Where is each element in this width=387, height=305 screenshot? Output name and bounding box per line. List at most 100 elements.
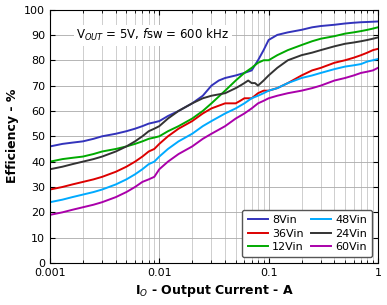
- 24Vin: [152, 127, 157, 131]
- 36Vin: [332, 61, 337, 65]
- 60Vin: [261, 99, 266, 103]
- 8Vin: [48, 145, 52, 148]
- 48Vin: [286, 81, 290, 85]
- 24Vin: [275, 66, 279, 70]
- 48Vin: [176, 139, 181, 143]
- Line: 60Vin: 60Vin: [50, 68, 378, 215]
- 24Vin: [91, 157, 96, 161]
- 12Vin: [209, 102, 214, 105]
- 24Vin: [190, 102, 195, 105]
- Y-axis label: Efficiency - %: Efficiency - %: [5, 89, 19, 184]
- 24Vin: [332, 45, 337, 48]
- 48Vin: [100, 188, 104, 191]
- 24Vin: [100, 155, 104, 158]
- 8Vin: [190, 102, 195, 105]
- 12Vin: [359, 29, 363, 33]
- 48Vin: [261, 92, 266, 95]
- 12Vin: [152, 136, 157, 139]
- 12Vin: [113, 147, 118, 151]
- 8Vin: [133, 127, 137, 131]
- 36Vin: [286, 81, 290, 85]
- 36Vin: [200, 112, 205, 115]
- 8Vin: [249, 69, 254, 72]
- 60Vin: [91, 203, 96, 206]
- 48Vin: [140, 167, 145, 171]
- 36Vin: [157, 142, 162, 146]
- 48Vin: [190, 132, 195, 136]
- 48Vin: [371, 59, 375, 62]
- 48Vin: [146, 162, 151, 166]
- 12Vin: [343, 32, 348, 35]
- 36Vin: [176, 127, 181, 131]
- 24Vin: [113, 150, 118, 153]
- 48Vin: [113, 183, 118, 186]
- 60Vin: [310, 86, 315, 90]
- 60Vin: [242, 112, 247, 115]
- 12Vin: [80, 155, 85, 158]
- 36Vin: [113, 170, 118, 174]
- 48Vin: [310, 74, 315, 77]
- 8Vin: [113, 132, 118, 136]
- 36Vin: [376, 47, 380, 51]
- 48Vin: [124, 178, 129, 181]
- 48Vin: [70, 195, 75, 199]
- 48Vin: [80, 193, 85, 196]
- 8Vin: [365, 20, 370, 24]
- 24Vin: [124, 145, 129, 148]
- 12Vin: [133, 142, 137, 146]
- 36Vin: [275, 86, 279, 90]
- 8Vin: [91, 137, 96, 141]
- 36Vin: [233, 102, 238, 105]
- 36Vin: [249, 96, 254, 100]
- 48Vin: [332, 67, 337, 71]
- 60Vin: [351, 74, 356, 77]
- 24Vin: [140, 135, 145, 138]
- 36Vin: [359, 53, 363, 57]
- 60Vin: [133, 185, 137, 189]
- 36Vin: [310, 69, 315, 72]
- 8Vin: [60, 142, 65, 146]
- 48Vin: [209, 119, 214, 123]
- 24Vin: [233, 86, 238, 90]
- 8Vin: [343, 22, 348, 25]
- 60Vin: [146, 178, 151, 181]
- 36Vin: [266, 89, 271, 92]
- 8Vin: [100, 135, 104, 138]
- 36Vin: [146, 150, 151, 153]
- 8Vin: [166, 114, 170, 118]
- X-axis label: I$_{O}$ - Output Current - A: I$_{O}$ - Output Current - A: [135, 283, 293, 300]
- 48Vin: [152, 160, 157, 163]
- 60Vin: [100, 200, 104, 204]
- 24Vin: [249, 81, 254, 85]
- 24Vin: [223, 92, 228, 95]
- 12Vin: [146, 137, 151, 141]
- 48Vin: [157, 155, 162, 158]
- 36Vin: [100, 175, 104, 179]
- Legend: 8Vin, 36Vin, 12Vin, 48Vin, 24Vin, 60Vin: 8Vin, 36Vin, 12Vin, 48Vin, 24Vin, 60Vin: [242, 210, 372, 257]
- 8Vin: [216, 79, 221, 82]
- 36Vin: [60, 185, 65, 189]
- 60Vin: [60, 210, 65, 214]
- 60Vin: [140, 180, 145, 184]
- 48Vin: [256, 94, 260, 98]
- 36Vin: [246, 96, 250, 100]
- 36Vin: [343, 59, 348, 62]
- 36Vin: [133, 160, 137, 163]
- 60Vin: [113, 195, 118, 199]
- 48Vin: [223, 112, 228, 115]
- 8Vin: [319, 24, 323, 28]
- 36Vin: [223, 102, 228, 105]
- 60Vin: [80, 206, 85, 209]
- 12Vin: [233, 79, 238, 82]
- 60Vin: [332, 79, 337, 82]
- 36Vin: [299, 74, 304, 77]
- 8Vin: [152, 120, 157, 124]
- 12Vin: [176, 124, 181, 128]
- 8Vin: [209, 84, 214, 88]
- 8Vin: [242, 71, 247, 75]
- 8Vin: [286, 30, 290, 34]
- 8Vin: [371, 20, 375, 23]
- 36Vin: [319, 66, 323, 70]
- 12Vin: [140, 139, 145, 143]
- 24Vin: [246, 79, 250, 82]
